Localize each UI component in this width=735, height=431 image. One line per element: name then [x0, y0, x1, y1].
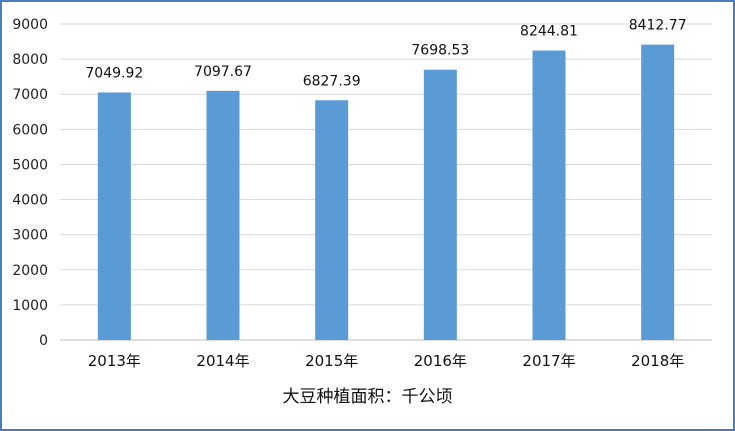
x-tick-label: 2017年 [522, 352, 575, 370]
y-tick-label: 9000 [12, 17, 48, 33]
bar [641, 44, 675, 341]
bars [97, 44, 675, 341]
data-label: 8412.77 [629, 18, 687, 34]
bar [97, 92, 131, 340]
data-label: 8244.81 [520, 24, 578, 40]
y-tick-label: 4000 [12, 193, 48, 209]
bar [206, 90, 240, 340]
data-label: 7698.53 [411, 43, 469, 59]
y-tick-label: 6000 [12, 122, 48, 138]
x-tick-label: 2018年 [631, 352, 684, 370]
bar [423, 69, 457, 341]
data-labels: 7049.92 7097.67 6827.39 7698.53 8244.81 8412.… [85, 18, 686, 90]
bar [315, 100, 349, 341]
data-label: 7097.67 [194, 64, 252, 80]
y-tick-label: 2000 [12, 263, 48, 279]
y-axis-ticks: 0 1000 2000 3000 4000 5000 6000 7000 8000 9000 [12, 17, 48, 349]
x-tick-label: 2013年 [88, 352, 141, 370]
data-label: 7049.92 [85, 65, 143, 81]
x-tick-label: 2016年 [414, 352, 467, 370]
y-tick-label: 1000 [12, 298, 48, 314]
y-tick-label: 8000 [12, 52, 48, 68]
gridlines [60, 23, 712, 341]
y-tick-label: 5000 [12, 157, 48, 173]
y-tick-label: 7000 [12, 87, 48, 103]
y-tick-label: 3000 [12, 228, 48, 244]
data-label: 6827.39 [303, 73, 361, 89]
x-axis-title: 大豆种植面积：千公顷 [282, 387, 453, 407]
x-tick-label: 2015年 [305, 352, 358, 370]
bar [532, 50, 566, 340]
y-tick-label: 0 [39, 333, 48, 349]
x-axis-ticks: 2013年 2014年 2015年 2016年 2017年 2018年 [88, 352, 685, 370]
x-tick-label: 2014年 [196, 352, 249, 370]
